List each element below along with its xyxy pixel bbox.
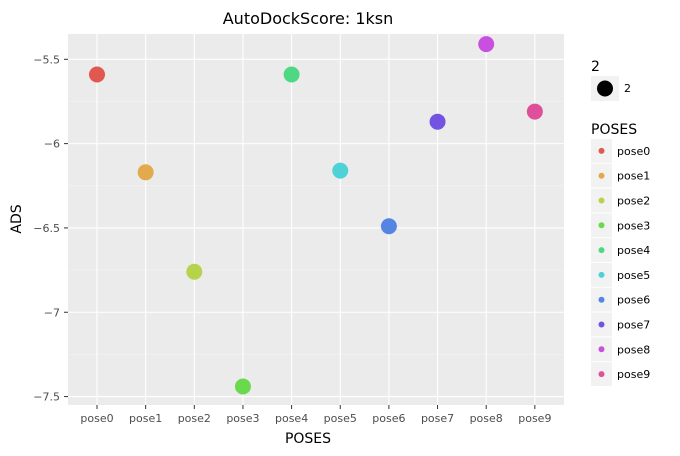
data-point-pose0	[89, 66, 105, 83]
x-tick-label: pose8	[470, 412, 503, 425]
y-tick-label: −6	[44, 138, 60, 151]
legend-swatch-pose2	[598, 197, 605, 204]
data-point-pose6	[380, 218, 397, 235]
legend-label: pose5	[617, 269, 650, 282]
data-point-pose8	[478, 36, 495, 53]
x-tick-label: pose5	[324, 412, 357, 425]
x-tick-label: pose0	[80, 412, 113, 425]
color-legend-title: POSES	[591, 122, 637, 138]
x-tick-label: pose2	[178, 412, 211, 425]
x-axis: pose0 pose1 pose2 pose3 pose4 pose5 pose6 pose7…	[80, 405, 551, 425]
data-point-pose4	[283, 66, 300, 83]
legend-label: pose6	[617, 294, 650, 307]
legend-swatch-pose9	[598, 371, 605, 378]
legend-label: pose7	[617, 319, 650, 332]
chart-title: AutoDockScore: 1ksn	[223, 9, 394, 28]
legend-swatch-pose0	[598, 147, 605, 154]
legend-label: pose8	[617, 343, 650, 356]
size-legend-label: 2	[624, 82, 631, 95]
plot-panel	[68, 34, 564, 405]
y-axis-title: ADS	[9, 204, 25, 233]
legend-label: pose9	[617, 368, 650, 381]
x-tick-label: pose1	[129, 412, 162, 425]
data-point-pose3	[234, 378, 251, 395]
y-axis: −5.5 −6 −6.5 −7 −7.5	[33, 53, 68, 404]
grid-minor	[68, 101, 564, 355]
data-point-pose5	[332, 162, 349, 179]
color-legend: POSES pose0 pose1 pose2 pose3 pose4 pose5 pose…	[591, 122, 650, 386]
data-point-pose7	[429, 113, 446, 130]
data-points	[89, 36, 543, 395]
y-tick-label: −7.5	[33, 391, 60, 404]
size-legend-swatch	[597, 80, 613, 97]
legend-label: pose1	[617, 170, 650, 183]
x-axis-title: POSES	[285, 431, 331, 447]
x-tick-label: pose6	[372, 412, 405, 425]
x-tick-label: pose7	[421, 412, 454, 425]
legend-swatch-pose1	[598, 172, 605, 179]
size-legend-title: 2	[591, 59, 600, 75]
y-tick-label: −6.5	[33, 222, 60, 235]
legend-swatch-pose8	[598, 346, 605, 353]
data-point-pose1	[137, 164, 154, 181]
legend-swatch-pose4	[598, 247, 605, 254]
y-tick-label: −5.5	[33, 53, 60, 66]
grid-major	[68, 34, 564, 405]
x-tick-label: pose3	[226, 412, 259, 425]
data-point-pose2	[186, 263, 203, 280]
legend-label: pose4	[617, 244, 650, 257]
legend-swatch-pose5	[598, 271, 605, 278]
legend-swatch-pose3	[598, 222, 605, 229]
legend-label: pose3	[617, 219, 650, 232]
legend-swatch-pose7	[598, 321, 605, 328]
legend-swatch-pose6	[598, 296, 605, 303]
legend-label: pose0	[617, 145, 650, 158]
x-tick-label: pose4	[275, 412, 308, 425]
data-point-pose9	[526, 103, 543, 120]
y-tick-label: −7	[44, 306, 60, 319]
x-tick-label: pose9	[518, 412, 551, 425]
size-legend: 2 2	[591, 59, 631, 101]
legend-label: pose2	[617, 195, 650, 208]
